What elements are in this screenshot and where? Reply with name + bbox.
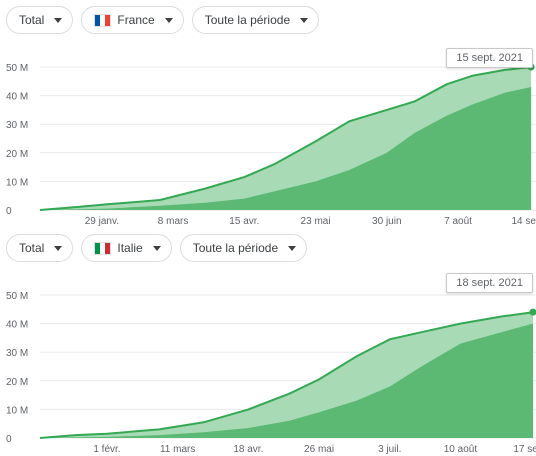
chart-panel-france: Total France Toute la période 0 10 M 20 M 3… (0, 6, 536, 228)
hover-tooltip: 18 sept. 2021 (446, 273, 533, 293)
metric-label: Total (19, 241, 45, 255)
x-tick-label: 30 juin (372, 216, 401, 227)
x-tick-label: 17 sept. (513, 444, 536, 455)
metric-dropdown[interactable]: Total (6, 6, 74, 34)
period-dropdown[interactable]: Toute la période (179, 234, 308, 262)
x-tick-label: 11 mars (160, 444, 195, 455)
country-label: France (117, 13, 155, 27)
y-tick-label: 30 M (6, 348, 28, 359)
country-label: Italie (117, 241, 143, 255)
flag-stripe-mid (100, 242, 106, 254)
y-tick-label: 10 M (6, 405, 28, 416)
y-tick-label: 30 M (6, 120, 28, 131)
x-tick-label: 18 avr. (233, 444, 263, 455)
x-tick-label: 26 mai (304, 444, 334, 455)
filter-bar: Total Italie Toute la période (6, 234, 308, 264)
vaccination-chart-italie[interactable]: 0 10 M 20 M 30 M 40 M 50 M 1 févr. 11 mars 18 av… (0, 278, 536, 456)
chevron-down-icon (152, 245, 161, 251)
hover-point (529, 308, 536, 316)
period-label: Toute la période (192, 241, 279, 255)
chevron-down-icon (54, 17, 63, 23)
flag-stripe-right (105, 14, 111, 26)
france-flag-icon (94, 13, 112, 27)
x-tick-label: 23 mai (301, 216, 331, 227)
x-tick-label: 3 juil. (378, 444, 401, 455)
y-tick-label: 20 M (6, 149, 28, 160)
flag-stripe-right (105, 242, 111, 254)
chevron-down-icon (288, 245, 297, 251)
y-tick-label: 40 M (6, 320, 28, 331)
x-tick-label: 7 août (444, 216, 472, 227)
metric-label: Total (19, 13, 45, 27)
series-total-line (39, 66, 532, 211)
y-tick-label: 40 M (6, 92, 28, 103)
y-tick-label: 0 (6, 434, 12, 445)
y-tick-label: 50 M (6, 291, 28, 302)
y-tick-label: 20 M (6, 377, 28, 388)
x-tick-label: 1 févr. (93, 444, 120, 455)
x-tick-label: 8 mars (158, 216, 189, 227)
flag-stripe-left (95, 242, 101, 254)
chart-panel-italie: Total Italie Toute la période 0 10 M 20 M 3… (0, 234, 536, 456)
y-tick-label: 10 M (6, 177, 28, 188)
country-dropdown[interactable]: France (81, 6, 184, 34)
series-full-area (40, 323, 533, 438)
italy-flag-icon (94, 241, 112, 255)
hover-tooltip: 15 sept. 2021 (446, 48, 533, 68)
x-tick-label: 15 avr. (229, 216, 259, 227)
flag-stripe-left (95, 14, 101, 26)
country-dropdown[interactable]: Italie (81, 234, 172, 262)
y-tick-label: 0 (6, 206, 12, 217)
flag-stripe-mid (100, 14, 106, 26)
period-label: Toute la période (204, 13, 291, 27)
vaccination-chart-france[interactable]: 0 10 M 20 M 30 M 40 M 50 M 29 janv. 8 mars 15 av… (0, 50, 536, 228)
series-total-line (39, 311, 534, 439)
y-tick-label: 50 M (6, 63, 28, 74)
chevron-down-icon (300, 17, 309, 23)
period-dropdown[interactable]: Toute la période (191, 6, 320, 34)
metric-dropdown[interactable]: Total (6, 234, 74, 262)
series-full-area (40, 87, 532, 210)
x-tick-label: 29 janv. (85, 216, 119, 227)
x-tick-label: 14 sept. (511, 216, 536, 227)
filter-bar: Total France Toute la période (6, 6, 320, 36)
chevron-down-icon (164, 17, 173, 23)
x-tick-label: 10 août (444, 444, 478, 455)
chevron-down-icon (54, 245, 63, 251)
